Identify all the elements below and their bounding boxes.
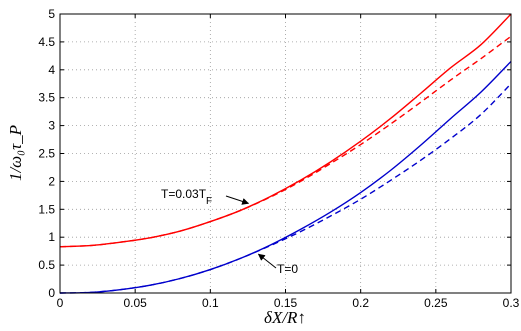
annotation-t003-subscript: F: [206, 196, 212, 207]
y-tick-label: 1: [48, 230, 55, 244]
y-tick-label: 0: [48, 286, 55, 300]
x-axis-label: δX/R↑: [264, 308, 306, 327]
y-tick-label: 4: [48, 63, 55, 77]
x-tick-label: 0.2: [352, 296, 369, 310]
x-tick-label: 0.1: [202, 296, 219, 310]
y-tick-label: 5: [48, 7, 55, 21]
y-tick-label: 2.5: [38, 147, 55, 161]
y-tick-label: 3: [48, 119, 55, 133]
plot-background: [60, 14, 511, 293]
x-tick-label: 0.3: [503, 296, 520, 310]
y-tick-label: 1.5: [38, 202, 55, 216]
y-axis-label: 1/ω₀τ_P: [6, 125, 25, 181]
y-tick-label: 4.5: [38, 35, 55, 49]
x-tick-label: 0.05: [123, 296, 147, 310]
x-tick-label: 0.25: [424, 296, 448, 310]
y-tick-label: 3.5: [38, 91, 55, 105]
x-tick-label: 0: [57, 296, 64, 310]
y-tick-label: 2: [48, 174, 55, 188]
y-tick-label: 0.5: [38, 258, 55, 272]
annotation-t0: T=0: [277, 262, 298, 276]
